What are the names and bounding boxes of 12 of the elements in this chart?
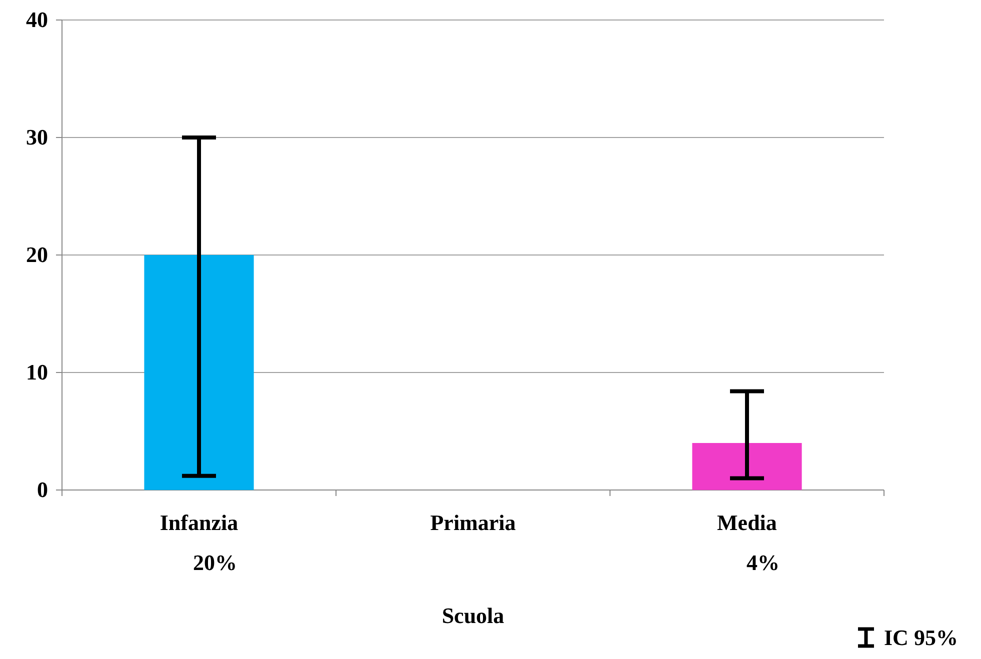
data-label: 4% <box>746 550 780 575</box>
data-label: 20% <box>193 550 237 575</box>
x-tick-label: Media <box>717 510 777 535</box>
y-tick-label: 10 <box>26 360 48 385</box>
text: IC 95% <box>884 625 958 650</box>
y-tick-label: 40 <box>26 7 48 32</box>
x-tick-label: Primaria <box>430 510 516 535</box>
x-tick-label: Infanzia <box>160 510 238 535</box>
y-tick-label: 20 <box>26 242 48 268</box>
y-tick-label: 0 <box>37 477 48 502</box>
y-tick-label: 30 <box>26 124 48 150</box>
x-axis-title: Scuola <box>442 603 504 628</box>
